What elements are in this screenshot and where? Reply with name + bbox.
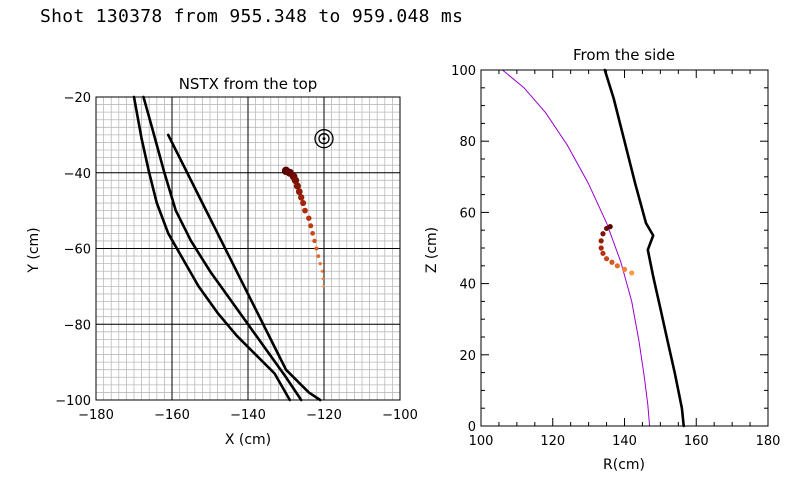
side-chart-title: From the side [573,46,675,64]
top-ytick-label: −100 [55,394,91,409]
side-x-axis-label: R(cm) [603,457,645,473]
side-ytick-label: 0 [468,420,476,435]
top-ytick-label: −60 [64,243,91,258]
side-ytick-label: 60 [459,206,476,221]
top-marker-center-dot [322,137,326,141]
side-y-axis-label: Z (cm) [424,227,440,273]
side-ytick-label: 80 [459,135,476,150]
side-xtick-label: 100 [469,434,494,449]
side-trajectory-point [598,238,604,244]
side-frame [480,69,769,427]
top-x-axis-label: X (cm) [225,432,271,448]
main-title: Shot 130378 from 955.348 to 959.048 ms [40,6,464,27]
side-trajectory-point [598,245,604,251]
side-trajectory-point [629,270,635,276]
top-trajectory-point [300,200,307,207]
side-trajectory-point [603,225,610,232]
top-trajectory-point [295,188,303,196]
side-xtick-label: 140 [612,434,637,449]
top-trajectory-point [321,277,325,281]
top-xtick-label: −140 [230,408,266,423]
side-series [502,68,686,428]
top-xtick-label: −160 [154,408,190,423]
top-y-axis-label: Y (cm) [26,227,42,273]
top-ytick-label: −20 [64,91,91,106]
top-xtick-label: −180 [78,408,114,423]
top-frame [95,96,401,401]
top-trajectory-point [316,254,321,258]
side-xtick-label: 120 [540,434,565,449]
top-series [132,95,334,402]
top-trajectory-point [318,261,322,266]
top-chart-title: NSTX from the top [179,75,318,93]
side-trajectory-point [614,263,620,269]
top-xtick-label: −120 [306,408,342,423]
top-trajectory-point [306,215,312,221]
side-separatrix [502,69,651,427]
side-wall [603,68,686,428]
top-xtick-label: −100 [382,408,418,423]
top-wall-outer [142,95,303,402]
top-ytick-label: −80 [64,318,91,333]
side-trajectory-point [600,250,606,256]
top-trajectory-point [293,182,301,190]
side-ticks: 100 120 140 160 180 0 20 40 60 80 100 [451,64,780,449]
side-trajectory-point [603,256,610,262]
plot-top-view: −180 −160 −140 −120 −100 −100 −80 −60 −40 −20 NST… [26,75,418,448]
side-trajectory-point [621,266,628,272]
top-trajectory-point [310,230,315,236]
top-ytick-label: −40 [64,167,91,182]
plot-side-view: 100 120 140 160 180 0 20 40 60 80 100 From the sid… [424,46,780,473]
top-trajectory-point [322,285,325,288]
side-trajectory-point [600,231,606,237]
top-trajectory-point [314,246,319,251]
top-ticks: −180 −160 −140 −120 −100 −100 −80 −60 −40 −20 [55,91,418,423]
top-trajectory-point [302,207,308,214]
side-ytick-label: 20 [459,349,476,364]
side-xtick-label: 180 [756,434,781,449]
top-trajectory-point [291,176,300,185]
top-trajectory-point [320,269,324,273]
side-ytick-label: 100 [451,64,476,79]
top-trajectory-point [308,223,314,229]
top-wall-right [132,95,292,402]
top-trajectory-point [312,238,317,244]
side-xtick-label: 160 [684,434,709,449]
side-ytick-label: 40 [459,278,476,293]
top-marker-outer-circle [314,129,334,149]
side-trajectory-point [609,259,615,265]
top-marker-inner-circle [318,133,330,145]
top-wall-inner [166,133,322,402]
top-trajectory-point [298,194,305,201]
